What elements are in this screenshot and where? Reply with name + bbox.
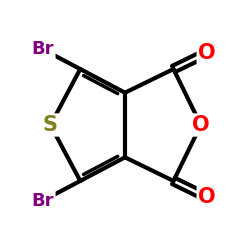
Text: Br: Br xyxy=(32,40,54,58)
Text: O: O xyxy=(198,187,216,207)
Text: Br: Br xyxy=(32,192,54,210)
Text: O: O xyxy=(198,43,216,63)
Text: O: O xyxy=(192,115,210,135)
Text: S: S xyxy=(43,115,58,135)
